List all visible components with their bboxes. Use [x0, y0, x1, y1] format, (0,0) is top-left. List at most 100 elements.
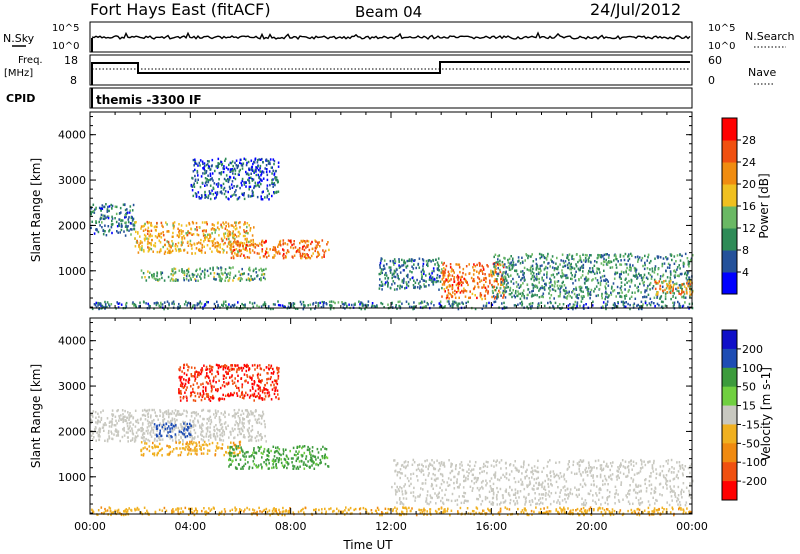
- echo-cell: [406, 283, 408, 286]
- echo-cell: [210, 390, 213, 393]
- echo-cell: [409, 259, 411, 262]
- echo-cell: [266, 187, 268, 190]
- echo-cell: [198, 385, 200, 389]
- echo-cell: [230, 463, 232, 466]
- echo-cell: [258, 252, 260, 255]
- echo-cell: [208, 410, 211, 413]
- echo-cell: [576, 301, 579, 304]
- echo-cell: [587, 258, 590, 261]
- echo-cell: [619, 263, 621, 266]
- echo-cell: [268, 394, 271, 397]
- echo-cell: [191, 272, 194, 276]
- echo-cell: [420, 270, 423, 273]
- echo-cell: [230, 168, 232, 171]
- echo-cell: [242, 162, 245, 165]
- echo-cell: [243, 397, 245, 400]
- echo-cell: [251, 169, 254, 172]
- echo-cell: [253, 392, 256, 395]
- echo-cell: [214, 453, 217, 456]
- echo-cell: [212, 266, 214, 269]
- echo-cell: [561, 253, 564, 256]
- echo-cell: [596, 270, 598, 273]
- echo-cell: [244, 452, 246, 455]
- echo-cell: [403, 277, 405, 281]
- echo-cell: [374, 305, 377, 308]
- echo-cell: [577, 260, 579, 264]
- echo-cell: [242, 450, 244, 454]
- echo-cell: [130, 216, 133, 220]
- echo-cell: [180, 229, 182, 232]
- echo-cell: [178, 390, 180, 393]
- echo-cell: [185, 424, 187, 427]
- echo-cell: [608, 254, 610, 257]
- echo-cell: [543, 261, 545, 264]
- echo-cell: [515, 281, 518, 284]
- echo-cell: [209, 370, 211, 374]
- echo-cell: [243, 422, 245, 425]
- echo-cell: [678, 274, 680, 277]
- echo-cell: [246, 225, 248, 229]
- echo-cell: [647, 253, 650, 256]
- echo-cell: [564, 264, 566, 268]
- echo-cell: [265, 240, 267, 243]
- echo-cell: [278, 457, 281, 460]
- echo-cell: [301, 455, 303, 458]
- echo-cell: [453, 276, 456, 279]
- echo-cell: [185, 278, 188, 281]
- echo-cell: [621, 291, 623, 294]
- echo-cell: [146, 242, 149, 246]
- echo-cell: [216, 427, 218, 431]
- echo-cell: [278, 397, 280, 400]
- echo-cell: [126, 425, 129, 428]
- echo-cell: [225, 376, 227, 379]
- echo-cell: [177, 305, 179, 309]
- echo-cell: [261, 436, 263, 439]
- echo-cell: [410, 258, 413, 261]
- echo-cell: [134, 435, 137, 438]
- echo-cell: [194, 162, 197, 165]
- echo-cell: [298, 460, 301, 463]
- echo-cell: [196, 233, 199, 236]
- echo-cell: [669, 263, 671, 267]
- echo-cell: [131, 427, 133, 430]
- echo-cell: [548, 292, 550, 295]
- echo-cell: [133, 304, 135, 307]
- echo-cell: [253, 186, 255, 190]
- echo-cell: [540, 269, 542, 272]
- echo-cell: [526, 283, 529, 286]
- echo-cell: [152, 446, 154, 450]
- echo-cell: [227, 232, 229, 235]
- echo-cell: [118, 222, 120, 225]
- echo-cell: [157, 234, 160, 237]
- echo-cell: [665, 269, 667, 272]
- echo-cell: [251, 194, 253, 198]
- echo-cell: [150, 224, 153, 227]
- echo-cell: [554, 289, 557, 293]
- echo-cell: [412, 284, 415, 287]
- echo-cell: [100, 411, 102, 414]
- echo-cell: [515, 263, 517, 266]
- echo-cell: [186, 302, 189, 305]
- echo-cell: [312, 454, 314, 458]
- echo-cell: [228, 303, 230, 306]
- echo-cell: [117, 432, 119, 435]
- echo-cell: [262, 413, 265, 416]
- echo-cell: [594, 287, 596, 291]
- echo-cell: [153, 423, 156, 426]
- echo-cell: [481, 264, 483, 268]
- echo-cell: [227, 222, 230, 225]
- echo-cell: [253, 170, 255, 173]
- echo-cell: [249, 301, 251, 304]
- echo-cell: [110, 203, 112, 207]
- echo-cell: [121, 219, 124, 222]
- echo-cell: [127, 431, 129, 434]
- echo-cell: [610, 293, 613, 296]
- echo-cell: [212, 187, 215, 191]
- echo-cell: [183, 249, 185, 252]
- echo-cell: [279, 244, 282, 247]
- echo-cell: [562, 265, 564, 268]
- echo-cell: [673, 255, 676, 258]
- echo-cell: [261, 179, 263, 182]
- echo-cell: [266, 378, 268, 381]
- echo-cell: [483, 283, 485, 287]
